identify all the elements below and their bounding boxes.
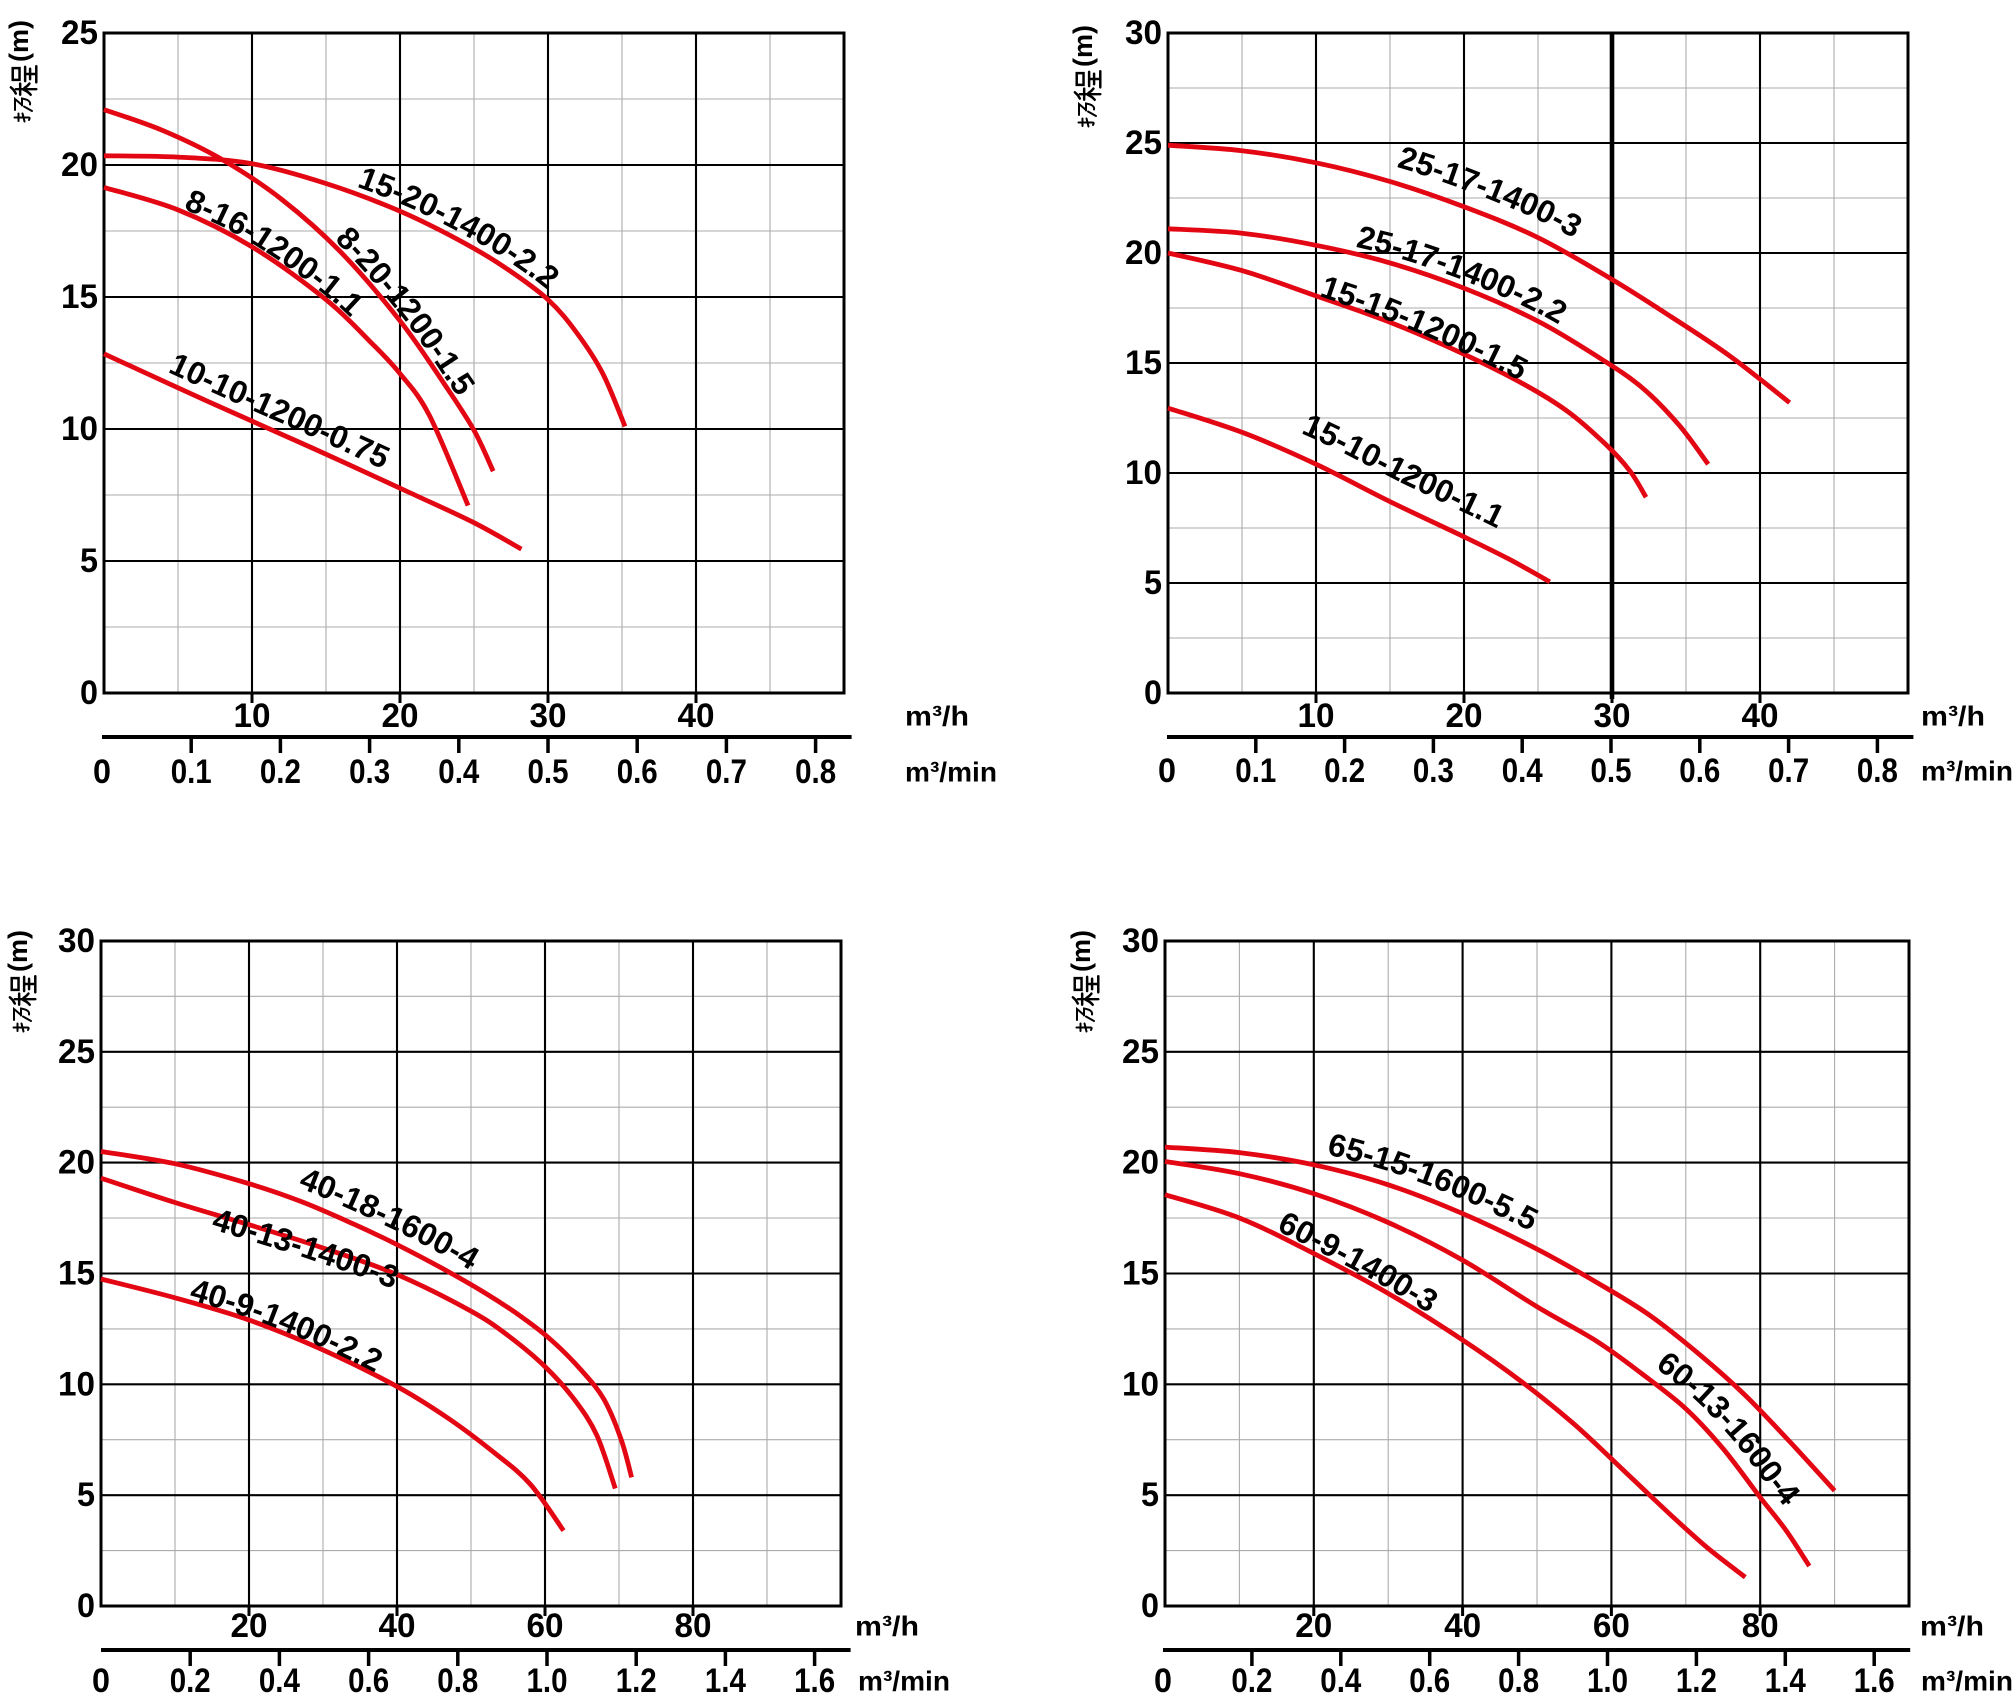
svg-text:0: 0 [1154,1662,1172,1700]
svg-text:0.7: 0.7 [706,753,747,791]
svg-text:1.0: 1.0 [1587,1662,1628,1700]
svg-text:0.8: 0.8 [1498,1662,1539,1700]
svg-text:5: 5 [77,1476,95,1514]
svg-text:5: 5 [1141,1476,1159,1514]
svg-text:1.6: 1.6 [1854,1662,1895,1700]
svg-text:10: 10 [1125,454,1162,492]
svg-text:60: 60 [1593,1607,1630,1645]
svg-text:1.4: 1.4 [1765,1662,1806,1700]
svg-text:0.1: 0.1 [1235,752,1276,790]
svg-text:30: 30 [1594,697,1631,735]
svg-text:60: 60 [527,1607,564,1645]
svg-text:80: 80 [675,1607,712,1645]
svg-text:20: 20 [1446,697,1483,735]
svg-text:0: 0 [80,674,98,712]
svg-text:25: 25 [58,1033,95,1071]
svg-text:0.2: 0.2 [1231,1662,1272,1700]
svg-text:0.4: 0.4 [1320,1662,1361,1700]
svg-text:1.0: 1.0 [527,1662,568,1700]
svg-text:40: 40 [1444,1607,1481,1645]
svg-text:m³/min: m³/min [858,1666,950,1697]
svg-text:0.3: 0.3 [349,753,390,791]
svg-text:5: 5 [80,542,98,580]
svg-text:20: 20 [1125,234,1162,272]
svg-text:0.3: 0.3 [1413,752,1454,790]
svg-text:0.1: 0.1 [171,753,212,791]
svg-text:0.6: 0.6 [348,1662,389,1700]
svg-text:0.2: 0.2 [1324,752,1365,790]
svg-text:0.2: 0.2 [260,753,301,791]
svg-text:25: 25 [61,14,98,52]
svg-text:40: 40 [1742,697,1779,735]
svg-text:m³/min: m³/min [1921,756,2013,787]
svg-text:10: 10 [234,697,271,735]
svg-text:0.5: 0.5 [528,753,569,791]
svg-text:20: 20 [58,1144,95,1182]
svg-text:30: 30 [1125,14,1162,52]
svg-text:20: 20 [1122,1144,1159,1182]
svg-text:m³/h: m³/h [855,1611,919,1642]
svg-text:m³/h: m³/h [1921,701,1985,732]
svg-text:0: 0 [1141,1587,1159,1625]
svg-text:40: 40 [678,697,715,735]
svg-text:30: 30 [1122,922,1159,960]
svg-text:m³/min: m³/min [905,757,997,788]
svg-text:20: 20 [382,697,419,735]
svg-text:0.6: 0.6 [1409,1662,1450,1700]
svg-text:30: 30 [58,922,95,960]
svg-text:0: 0 [1158,752,1176,790]
svg-text:0: 0 [1144,674,1162,712]
svg-text:15: 15 [61,278,98,316]
svg-text:0.4: 0.4 [259,1662,300,1700]
svg-text:0.5: 0.5 [1591,752,1632,790]
svg-text:0.7: 0.7 [1768,752,1809,790]
svg-text:10: 10 [1298,697,1335,735]
svg-text:10: 10 [58,1365,95,1403]
svg-text:25: 25 [1122,1033,1159,1071]
svg-text:20: 20 [1295,1607,1332,1645]
svg-text:30: 30 [530,697,567,735]
svg-text:40: 40 [379,1607,416,1645]
svg-text:1.4: 1.4 [705,1662,746,1700]
svg-text:0: 0 [93,753,111,791]
svg-text:0.4: 0.4 [1502,752,1543,790]
svg-text:0: 0 [92,1662,110,1700]
svg-text:0.8: 0.8 [437,1662,478,1700]
svg-text:5: 5 [1144,564,1162,602]
svg-text:10: 10 [1122,1365,1159,1403]
svg-text:1.2: 1.2 [616,1662,657,1700]
svg-text:0.2: 0.2 [170,1662,211,1700]
svg-text:0.4: 0.4 [438,753,479,791]
svg-text:15: 15 [58,1255,95,1293]
svg-text:10: 10 [61,410,98,448]
svg-text:20: 20 [231,1607,268,1645]
svg-text:80: 80 [1742,1607,1779,1645]
svg-text:25: 25 [1125,124,1162,162]
svg-text:15: 15 [1125,344,1162,382]
svg-text:1.6: 1.6 [794,1662,835,1700]
svg-text:m³/min: m³/min [1921,1666,2013,1697]
svg-text:m³/h: m³/h [905,701,969,732]
svg-text:20: 20 [61,146,98,184]
svg-text:1.2: 1.2 [1676,1662,1717,1700]
svg-text:0: 0 [77,1587,95,1625]
svg-text:0.6: 0.6 [1679,752,1720,790]
svg-text:15: 15 [1122,1255,1159,1293]
svg-text:0.8: 0.8 [795,753,836,791]
svg-text:m³/h: m³/h [1920,1611,1984,1642]
svg-text:0.8: 0.8 [1857,752,1898,790]
svg-text:0.6: 0.6 [617,753,658,791]
